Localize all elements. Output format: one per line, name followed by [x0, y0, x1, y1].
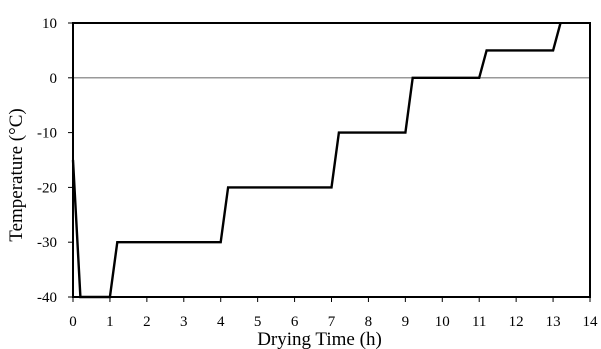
x-tick-label: 6 — [291, 314, 299, 330]
x-tick-label: 3 — [180, 314, 188, 330]
y-tick-label: -10 — [37, 126, 57, 142]
temperature-series-line — [71, 22, 562, 299]
x-tick-label: 4 — [217, 314, 225, 330]
x-tick-label: 13 — [546, 314, 561, 330]
x-tick-label: 8 — [365, 314, 373, 330]
plot-area-frame — [72, 22, 591, 298]
x-tick-label: 1 — [106, 314, 114, 330]
x-axis-title: Drying Time (h) — [257, 329, 382, 349]
x-tick-label: 11 — [472, 314, 486, 330]
x-tick-label: 10 — [435, 314, 450, 330]
x-tick-label: 0 — [69, 314, 77, 330]
x-tick-label: 2 — [143, 314, 151, 330]
y-tick-label: 10 — [42, 16, 57, 32]
y-tick-label: -30 — [37, 235, 57, 251]
x-tick-label: 12 — [509, 314, 524, 330]
y-tick-label: -40 — [37, 290, 57, 306]
y-axis-title: Temperature (°C) — [6, 108, 27, 241]
x-tick-label: 7 — [328, 314, 336, 330]
x-tick-label: 14 — [583, 314, 599, 330]
x-tick-label: 5 — [254, 314, 262, 330]
y-tick-label: 0 — [50, 71, 58, 87]
y-tick-label: -20 — [37, 180, 57, 196]
x-tick-label: 9 — [402, 314, 410, 330]
